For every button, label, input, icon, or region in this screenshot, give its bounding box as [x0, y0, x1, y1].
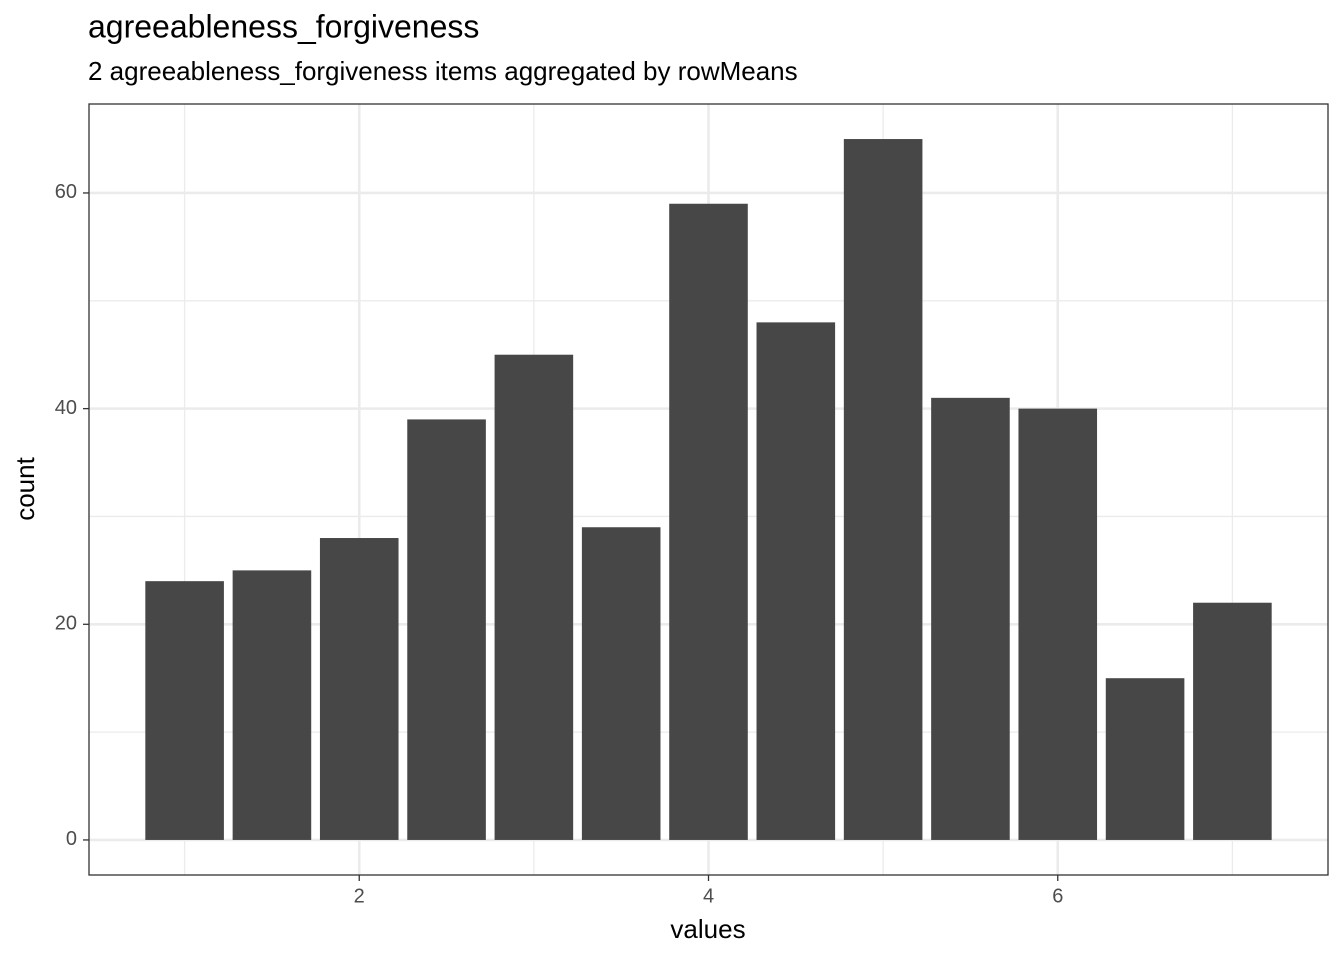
bar	[232, 570, 312, 840]
bar	[1193, 602, 1272, 840]
x-axis-label: values	[670, 914, 745, 944]
bar	[581, 527, 661, 840]
bar	[1105, 678, 1185, 840]
y-axis-label: count	[10, 456, 40, 520]
x-tick-label: 6	[1052, 885, 1063, 907]
bar	[145, 581, 224, 840]
y-tick-label: 60	[55, 181, 77, 203]
bar	[319, 538, 399, 840]
bar	[931, 397, 1010, 840]
bar	[669, 203, 748, 840]
y-tick-label: 40	[55, 397, 77, 419]
x-tick-label: 2	[354, 885, 365, 907]
chart-subtitle: 2 agreeableness_forgiveness items aggreg…	[88, 56, 798, 86]
y-tick-label: 20	[55, 613, 77, 635]
y-tick-label: 0	[66, 828, 77, 850]
bar	[843, 139, 923, 840]
bar	[494, 354, 574, 840]
bar	[1018, 408, 1098, 840]
panel-border	[88, 103, 1329, 876]
chart-title: agreeableness_forgiveness	[88, 8, 479, 44]
x-tick-label: 4	[703, 885, 714, 907]
bar	[756, 322, 836, 840]
bar	[407, 419, 486, 840]
